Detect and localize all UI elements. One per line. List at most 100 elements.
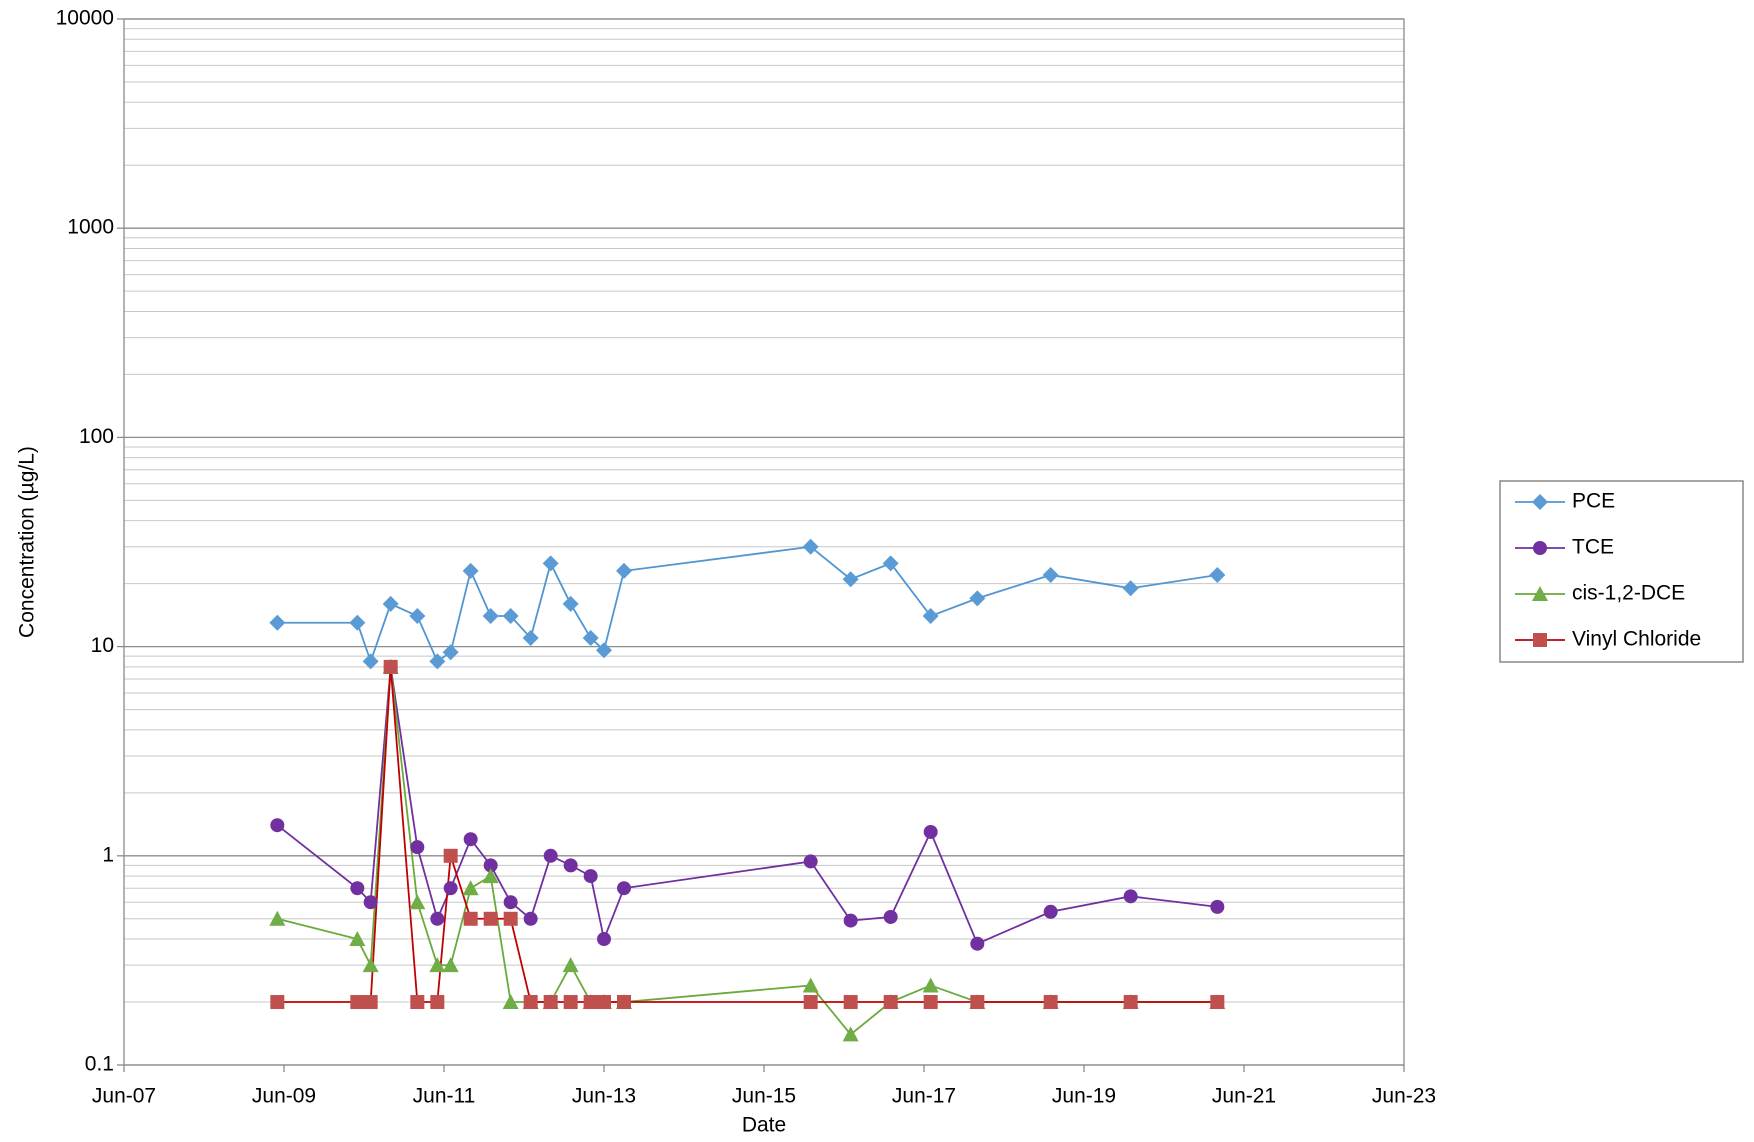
marker [883,995,898,1010]
marker [1043,995,1058,1010]
marker [803,854,818,869]
marker [843,913,858,928]
marker [543,995,558,1010]
marker [562,595,579,612]
marker [363,995,378,1010]
marker [443,881,458,896]
marker [502,994,519,1010]
marker [1210,995,1225,1010]
marker [583,869,598,884]
marker [542,555,559,572]
marker [463,911,478,926]
marker [1123,995,1138,1010]
marker [410,840,425,855]
marker [383,659,398,674]
marker [616,562,632,579]
marker [269,910,286,926]
marker [969,590,986,607]
marker [597,995,611,1010]
marker [482,868,499,884]
marker [922,608,939,625]
y-tick-label: 10 [91,634,114,657]
series-line [276,666,1218,945]
x-tick-label: Jun-15 [732,1085,796,1108]
marker [430,995,445,1010]
marker [1210,899,1225,914]
marker [523,911,538,926]
marker [970,995,985,1010]
marker [349,614,366,631]
marker [430,911,445,926]
marker [1042,566,1059,583]
x-tick-label: Jun-23 [1372,1085,1436,1108]
legend-label: TCE [1572,536,1614,559]
marker [842,571,859,588]
marker [502,608,519,625]
marker [362,653,379,670]
marker [543,848,558,863]
y-axis-title: Concentration (µg/L) [16,446,39,638]
x-tick-label: Jun-07 [92,1085,156,1108]
marker [617,881,631,896]
y-tick-label: 10000 [56,7,114,30]
marker [843,995,858,1010]
marker [563,858,578,873]
marker [409,608,426,625]
marker [363,895,378,910]
marker [462,880,479,896]
marker [270,995,285,1010]
marker [923,995,938,1010]
marker [842,1026,859,1042]
series-line [277,666,1218,1036]
marker [883,909,898,924]
marker [523,995,538,1010]
x-tick-label: Jun-09 [252,1085,316,1108]
legend-label: cis-1,2-DCE [1572,582,1685,605]
marker [1123,889,1138,904]
marker [617,995,631,1010]
marker [562,957,579,973]
marker [583,995,598,1010]
marker [349,931,366,947]
legend-label: Vinyl Chloride [1572,628,1701,651]
marker [597,932,611,947]
marker [563,995,578,1010]
series-line [277,545,1218,665]
marker [429,957,446,973]
marker [270,818,285,833]
marker [923,824,938,839]
marker [463,832,478,847]
marker [503,895,518,910]
marker [1532,494,1548,510]
x-tick-label: Jun-11 [413,1085,476,1108]
marker [350,995,365,1010]
x-tick-label: Jun-21 [1212,1085,1276,1108]
marker [802,977,819,993]
marker [429,653,446,670]
marker [410,995,425,1010]
y-tick-label: 1 [102,843,114,866]
marker [1043,904,1058,919]
marker [1122,580,1139,597]
marker [522,629,539,646]
x-tick-label: Jun-19 [1052,1085,1116,1108]
marker [882,555,899,572]
marker [1209,566,1226,583]
y-tick-label: 1000 [67,216,114,239]
marker [970,936,985,951]
legend-label: PCE [1572,490,1615,513]
marker [409,894,426,910]
y-tick-label: 0.1 [85,1053,114,1076]
marker [483,911,498,926]
marker [802,538,819,555]
marker [269,614,286,631]
marker [462,562,479,579]
marker [482,608,499,625]
marker [442,644,459,661]
legend-box [1499,480,1744,663]
series-line [277,666,1218,1003]
marker [443,848,458,863]
marker [596,642,612,659]
marker [1533,633,1547,647]
